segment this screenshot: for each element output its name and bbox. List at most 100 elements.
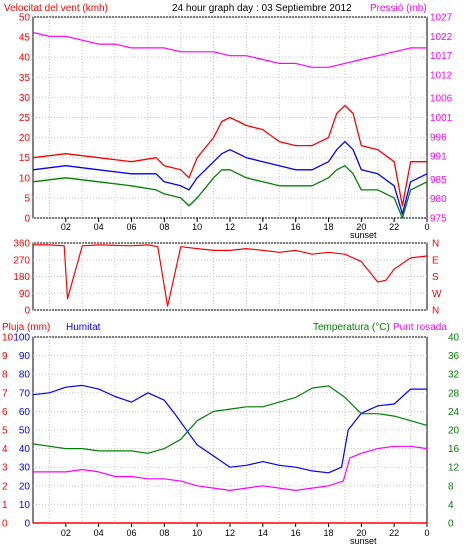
y-tick-label: 975: [430, 214, 447, 225]
y-tick-label: 1006: [430, 94, 453, 105]
x-tick-label: 14: [258, 222, 268, 232]
x-tick-label: 14: [258, 528, 268, 538]
y-tick-label: 12: [448, 463, 460, 474]
y-tick-label: 985: [430, 175, 447, 186]
wind-pressure-x-ticks: 02 04 06 08 10 12 14 16 18 20 22 0: [61, 218, 430, 232]
humidity-axis-title: Humitat: [66, 322, 101, 333]
x-tick-label: 04: [94, 222, 104, 232]
chart-title: 24 hour graph day : 03 Septiembre 2012: [172, 3, 352, 14]
x-tick-label: 16: [291, 528, 301, 538]
y-tick-label: 5: [24, 193, 30, 204]
x-tick-label: 08: [159, 528, 169, 538]
x-tick-label: 04: [94, 528, 104, 538]
x-tick-label: 18: [323, 222, 333, 232]
y-tick-label: 180: [13, 272, 30, 283]
x-tick-label: 22: [389, 222, 399, 232]
humidity-temperature-grid: [33, 336, 427, 524]
wind-direction-grid: [33, 242, 427, 311]
x-tick-label: 12: [225, 528, 235, 538]
compass-tick-label: W: [432, 289, 442, 300]
series-line-ff0000: [32, 104, 427, 207]
dew-point-axis-title: Punt rosada: [393, 322, 447, 333]
x-tick-label: 08: [159, 222, 169, 232]
x-tick-label: 22: [389, 528, 399, 538]
x-tick-label: 0: [424, 222, 429, 232]
y-tick-label: 0: [24, 519, 30, 530]
rain-tick-label: 6: [2, 407, 8, 418]
x-tick-label: 02: [61, 528, 71, 538]
series-line-punt-rosada: [33, 445, 428, 491]
y-tick-label: 15: [19, 153, 31, 164]
y-tick-label: 32: [448, 370, 460, 381]
pressure-y-ticks: 975 980 985 991 996 1001 1006 1012 1017 1022 1027: [430, 13, 453, 225]
series-line-0000ff: [32, 140, 428, 215]
rain-tick-label: 9: [2, 351, 8, 362]
wind-direction-series: [33, 244, 428, 307]
humidity-y-ticks: 0 10 20 30 40 50 60 70 80 90 100: [13, 333, 30, 530]
rain-axis-title: Pluja (mm): [2, 322, 50, 333]
y-tick-label: 0: [448, 519, 454, 530]
y-tick-label: 360: [13, 239, 30, 250]
rain-tick-label: 7: [2, 388, 8, 399]
y-tick-label: 36: [448, 351, 460, 362]
y-tick-label: 40: [19, 444, 31, 455]
rain-tick-label: 2: [2, 481, 8, 492]
y-tick-label: 996: [430, 132, 447, 143]
x-tick-label: 12: [225, 222, 235, 232]
y-tick-label: 35: [19, 73, 31, 84]
y-tick-label: 25: [19, 113, 31, 124]
rain-tick-label: 4: [2, 444, 8, 455]
y-tick-label: 20: [19, 133, 31, 144]
rain-tick-label: 0: [2, 519, 8, 530]
y-tick-label: 20: [19, 481, 31, 492]
compass-tick-label: E: [432, 255, 439, 266]
y-tick-label: 1001: [430, 113, 453, 124]
rain-tick-label: 8: [2, 370, 8, 381]
y-tick-label: 980: [430, 194, 447, 205]
y-tick-label: 1017: [430, 51, 453, 62]
y-tick-label: 80: [19, 370, 31, 381]
x-tick-label: 20: [356, 528, 366, 538]
y-tick-label: 50: [19, 13, 31, 24]
y-tick-label: 10: [19, 173, 31, 184]
series-line-ff0000: [33, 244, 428, 307]
y-tick-label: 1012: [430, 70, 453, 81]
y-tick-label: 60: [19, 407, 31, 418]
y-tick-label: 40: [448, 333, 460, 344]
wind-pressure-grid: [33, 16, 427, 219]
y-tick-label: 90: [19, 289, 31, 300]
humidity-temperature-plot-frame: [32, 336, 428, 524]
x-tick-label: 02: [61, 222, 71, 232]
series-line-temperatura: [32, 385, 428, 454]
series-line-humitat: [32, 384, 427, 474]
y-tick-label: 0: [24, 214, 30, 225]
y-tick-label: 1022: [430, 32, 453, 43]
y-tick-label: 10: [19, 500, 31, 511]
y-tick-label: 45: [19, 33, 31, 44]
rain-tick-label: 1: [2, 500, 8, 511]
y-tick-label: 100: [13, 333, 30, 344]
y-tick-label: 70: [19, 388, 31, 399]
y-tick-label: 0: [24, 306, 30, 317]
y-tick-label: 1027: [430, 13, 453, 24]
y-tick-label: 991: [430, 152, 447, 163]
y-tick-label: 8: [448, 481, 454, 492]
y-tick-label: 40: [19, 53, 31, 64]
x-tick-label: 06: [126, 528, 136, 538]
x-tick-label: 18: [323, 528, 333, 538]
compass-tick-label: S: [432, 272, 439, 283]
x-tick-label: 20: [356, 222, 366, 232]
y-tick-label: 30: [19, 93, 31, 104]
x-tick-label: 10: [192, 222, 202, 232]
compass-tick-label: N: [432, 239, 439, 250]
temperature-y-ticks: 0 4 8 12 16 20 24 28 32 36 40: [448, 333, 460, 530]
y-tick-label: 270: [13, 255, 30, 266]
rain-tick-label: 5: [2, 426, 8, 437]
rain-tick-label: 3: [2, 463, 8, 474]
x-tick-label: 10: [192, 528, 202, 538]
pressure-axis-title: Pressió (mb): [370, 3, 427, 14]
wind-direction-y-ticks: 0 90 180 270 360: [13, 239, 30, 317]
